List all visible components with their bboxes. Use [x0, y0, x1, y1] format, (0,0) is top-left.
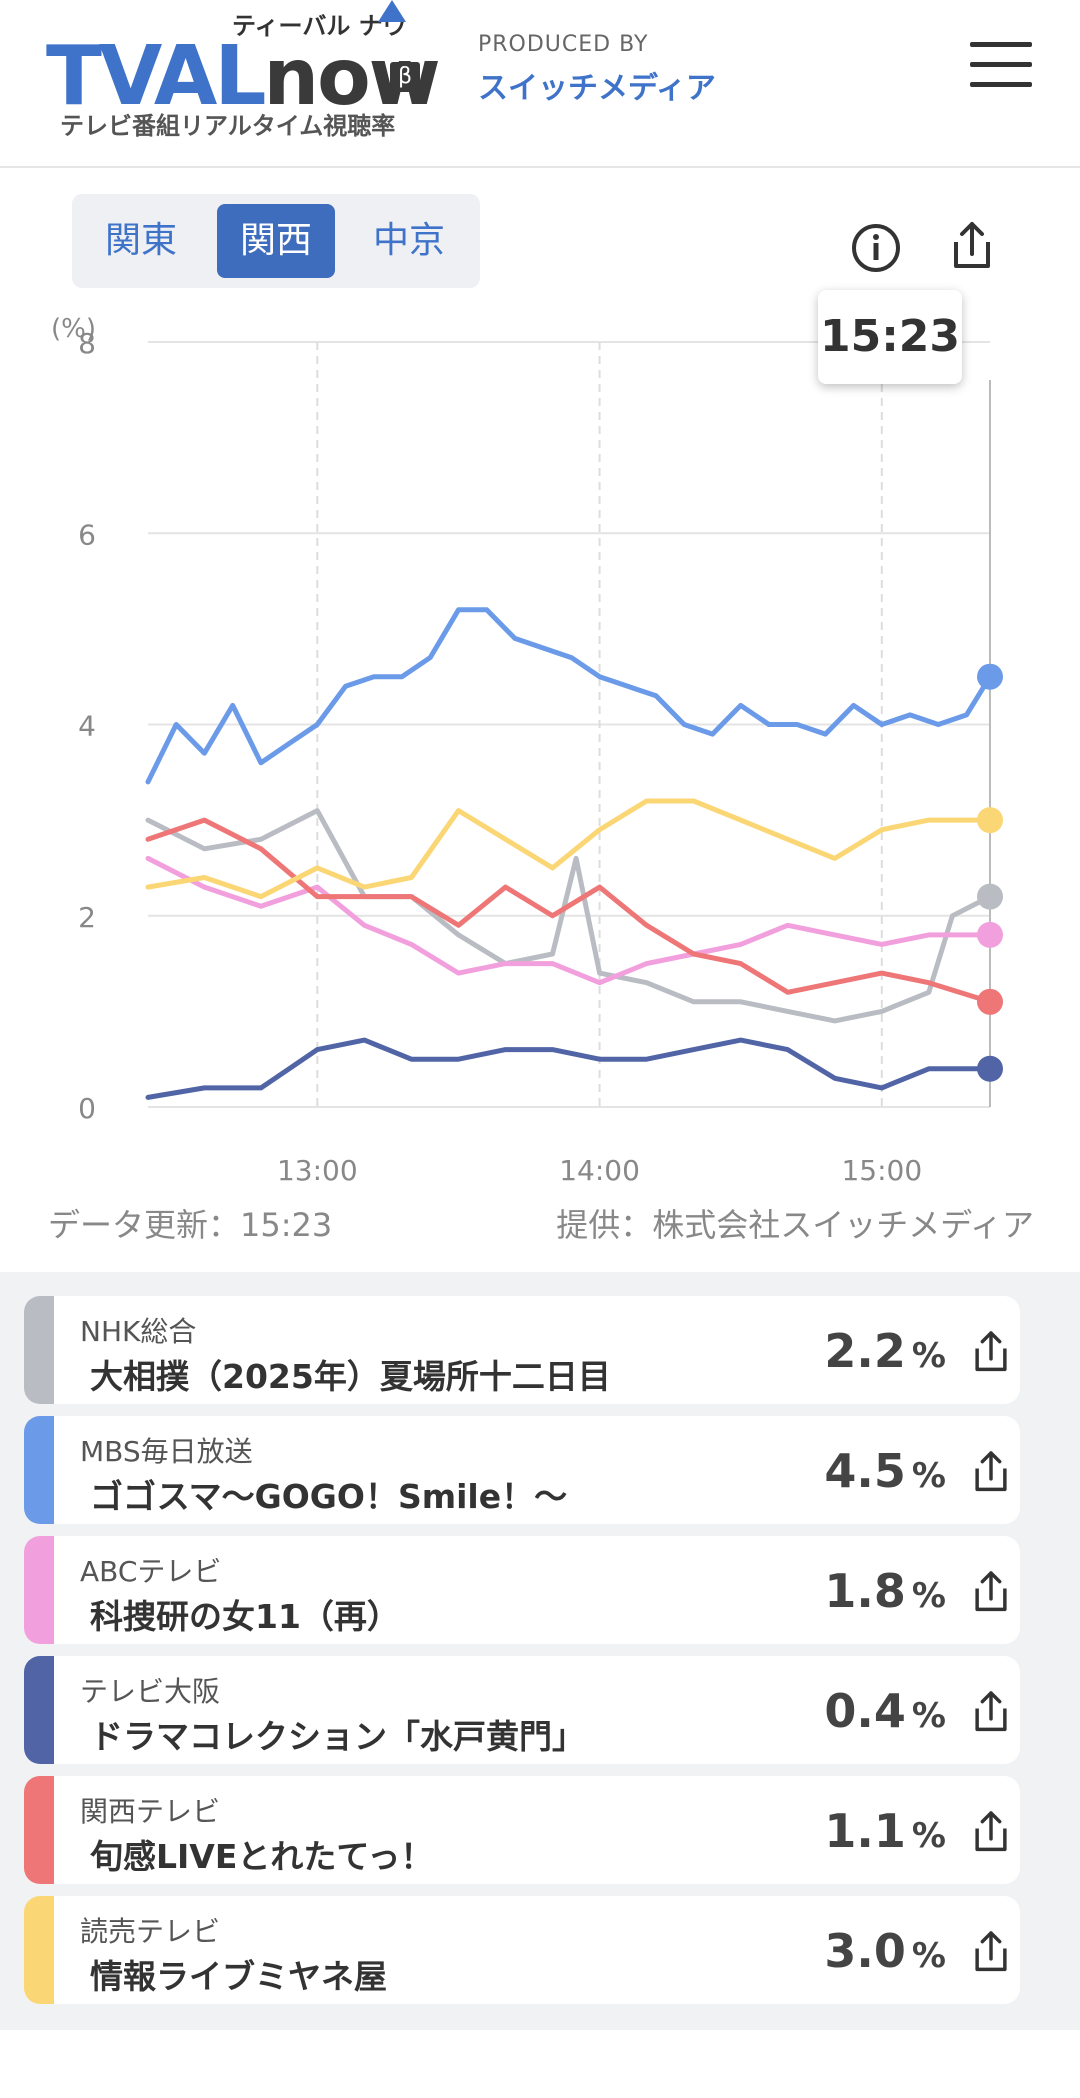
- program-card-mbs[interactable]: MBS毎日放送 ゴゴスマ〜GOGO！Smile！〜 4.5%: [24, 1416, 1020, 1524]
- series-end-marker: [977, 663, 1003, 690]
- info-icon[interactable]: [846, 218, 906, 278]
- rating-value: 1.1%: [824, 1804, 946, 1858]
- ratings-line-chart[interactable]: 0 2 4 6 8(%) 13:00 14:00 15:00: [0, 300, 1080, 1200]
- logo-subtitle: テレビ番組リアルタイム視聴率: [60, 112, 396, 140]
- program-title: ドラマコレクション「水戸黄門」: [90, 1717, 585, 1756]
- rating-value: 1.8%: [824, 1564, 946, 1618]
- x-tick-label: 14:00: [559, 1154, 640, 1187]
- x-tick-label: 15:00: [841, 1154, 922, 1187]
- logo-main-text: TVAL: [46, 29, 267, 124]
- rating-unit: %: [911, 1336, 946, 1376]
- program-card-tvo[interactable]: テレビ大阪 ドラマコレクション「水戸黄門」 0.4%: [24, 1656, 1020, 1764]
- share-icon[interactable]: [964, 1686, 1018, 1738]
- channel-color-bar: [24, 1296, 54, 1404]
- rating-unit: %: [911, 1936, 946, 1976]
- channel-color-bar: [24, 1776, 54, 1884]
- y-tick-label: 8: [78, 327, 96, 360]
- program-card-abc[interactable]: ABCテレビ 科捜研の女11（再） 1.8%: [24, 1536, 1020, 1644]
- series-end-marker: [977, 807, 1003, 834]
- series-end-marker: [977, 1055, 1003, 1082]
- tab-kanto[interactable]: 関東: [104, 220, 177, 261]
- data-source-text: 提供：株式会社スイッチメディア: [556, 1206, 1034, 1244]
- logo-kana: ティーバル ナウ: [232, 12, 407, 40]
- share-icon[interactable]: [964, 1446, 1018, 1498]
- tab-kansai[interactable]: 関西: [217, 204, 335, 278]
- channel-name: 読売テレビ: [80, 1915, 221, 1948]
- rating-number: 1.1: [824, 1804, 906, 1858]
- y-tick-label: 2: [78, 901, 96, 934]
- series-end-marker: [977, 988, 1003, 1015]
- program-card-ytv[interactable]: 読売テレビ 情報ライブミヤネ屋 3.0%: [24, 1896, 1020, 2004]
- share-icon[interactable]: [964, 1926, 1018, 1978]
- program-card-nhk[interactable]: NHK総合 大相撲（2025年）夏場所十二日目 2.2%: [24, 1296, 1020, 1404]
- producer-name: スイッチメディア: [478, 71, 716, 106]
- rating-value: 0.4%: [824, 1684, 946, 1738]
- program-card-ktv[interactable]: 関西テレビ 旬感LIVEとれたてっ！ 1.1%: [24, 1776, 1020, 1884]
- channel-name: テレビ大阪: [80, 1675, 221, 1708]
- channel-name: NHK総合: [80, 1315, 197, 1348]
- y-tick-label: 0: [78, 1092, 96, 1125]
- rating-value: 3.0%: [824, 1924, 946, 1978]
- rating-value: 4.5%: [824, 1444, 946, 1498]
- chart-meta: データ更新：15:23 提供：株式会社スイッチメディア: [48, 1200, 1034, 1250]
- rating-value: 2.2%: [824, 1324, 946, 1378]
- rating-unit: %: [911, 1816, 946, 1856]
- rating-number: 3.0: [824, 1924, 906, 1978]
- beta-badge: β: [390, 62, 420, 92]
- share-icon[interactable]: [942, 216, 1002, 276]
- rating-number: 1.8: [824, 1564, 906, 1618]
- series-line: [145, 817, 993, 1005]
- rating-unit: %: [911, 1696, 946, 1736]
- rating-unit: %: [911, 1576, 946, 1616]
- program-title: 旬感LIVEとれたてっ！: [90, 1837, 434, 1876]
- y-unit-label: (%): [51, 314, 96, 344]
- produced-by-label: PRODUCED BY: [478, 32, 649, 57]
- app-header: ティーバル ナウ TVALnow β テレビ番組リアルタイム視聴率 PRODUC…: [0, 0, 1080, 168]
- program-title: 大相撲（2025年）夏場所十二日目: [90, 1357, 611, 1396]
- channel-name: ABCテレビ: [80, 1555, 222, 1588]
- region-tabs: 関東 関西 中京: [72, 194, 480, 288]
- channel-color-bar: [24, 1896, 54, 2004]
- series-line: [145, 607, 993, 785]
- x-tick-label: 13:00: [277, 1154, 358, 1187]
- rating-number: 0.4: [824, 1684, 906, 1738]
- series-line: [145, 808, 993, 1024]
- channel-name: 関西テレビ: [80, 1795, 221, 1828]
- rating-number: 4.5: [824, 1444, 906, 1498]
- series-end-marker: [977, 883, 1003, 910]
- rating-unit: %: [911, 1456, 946, 1496]
- share-icon[interactable]: [964, 1806, 1018, 1858]
- y-tick-label: 4: [78, 710, 96, 743]
- logo-arrow-icon: [378, 0, 406, 22]
- time-tooltip: 15:23: [818, 290, 962, 384]
- tab-chukyo[interactable]: 中京: [372, 220, 445, 261]
- share-icon[interactable]: [964, 1326, 1018, 1378]
- channel-color-bar: [24, 1536, 54, 1644]
- rating-number: 2.2: [824, 1324, 906, 1378]
- share-icon[interactable]: [964, 1566, 1018, 1618]
- program-title: 科捜研の女11（再）: [90, 1597, 400, 1636]
- program-list: NHK総合 大相撲（2025年）夏場所十二日目 2.2% MBS毎日放送 ゴゴス…: [0, 1272, 1080, 2030]
- produced-by-block: PRODUCED BY スイッチメディア: [478, 32, 716, 107]
- tvalnow-logo[interactable]: ティーバル ナウ TVALnow β テレビ番組リアルタイム視聴率: [46, 0, 441, 140]
- y-tick-label: 6: [78, 518, 96, 551]
- hamburger-menu-icon[interactable]: [970, 38, 1032, 90]
- series-line: [145, 798, 993, 900]
- channel-color-bar: [24, 1416, 54, 1524]
- series-end-marker: [977, 921, 1003, 948]
- program-title: ゴゴスマ〜GOGO！Smile！〜: [90, 1477, 568, 1516]
- data-updated-text: データ更新：15:23: [48, 1206, 333, 1244]
- series-line: [145, 1037, 993, 1100]
- channel-name: MBS毎日放送: [80, 1435, 253, 1468]
- program-title: 情報ライブミヤネ屋: [90, 1957, 387, 1996]
- channel-color-bar: [24, 1656, 54, 1764]
